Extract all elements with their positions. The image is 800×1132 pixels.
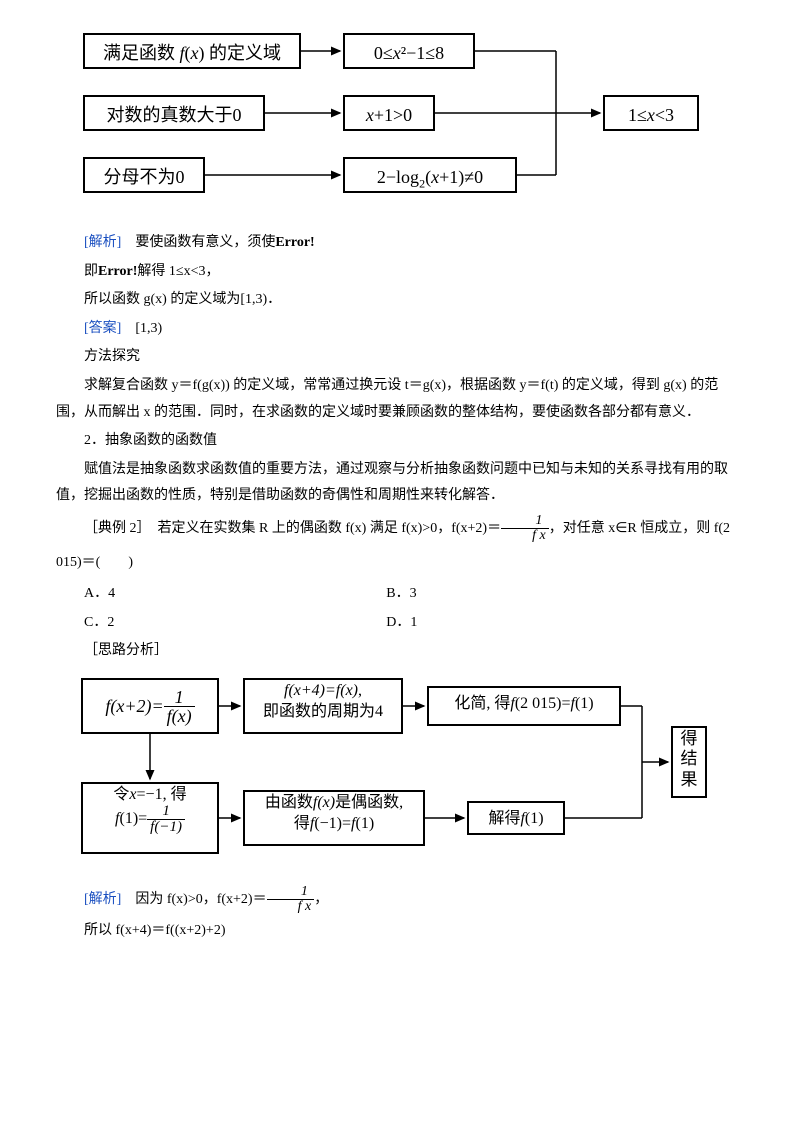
diagram-1: 满足函数 f(x) 的定义域 0≤x²−1≤8 对数的真数大于0 x+1>0 分…: [76, 26, 744, 216]
fangfa-body: 求解复合函数 y＝f(g(x)) 的定义域，常常通过换元设 t＝g(x)，根据函…: [56, 373, 744, 426]
jiexi-2-line2: 所以 f(x+4)＝f((x+2)+2): [56, 918, 744, 945]
jiexi-1: [解析] 要使函数有意义，须使Error!: [56, 230, 744, 257]
jiexi-2: [解析] 因为 f(x)>0，f(x+2)＝1f x，: [56, 885, 744, 916]
daan-label: [答案]: [84, 321, 121, 336]
jiexi-label-1: [解析]: [84, 235, 121, 250]
frac-1-over-fx-b: 1f x: [267, 885, 315, 914]
section2-body: 赋值法是抽象函数求函数值的重要方法，通过观察与分析抽象函数问题中已知与未知的关系…: [56, 457, 744, 510]
option-d: D．1: [386, 610, 716, 637]
options-row-1: A．4 B．3: [56, 581, 744, 608]
dianli-2: ［典例 2］ 若定义在实数集 R 上的偶函数 f(x) 满足 f(x)>0，f(…: [56, 512, 744, 579]
fangfa-title: 方法探究: [56, 344, 744, 371]
diagram-2: f(x+2)=1f(x) f(x+4)=f(x),即函数的周期为4 化简, 得f…: [76, 671, 744, 871]
frac-1-over-fx: 1f x: [501, 514, 549, 543]
options-row-2: C．2 D．1: [56, 610, 744, 637]
jiexi-1-line3: 所以函数 g(x) 的定义域为[1,3)．: [56, 287, 744, 314]
daan-1: [答案] [1,3): [56, 316, 744, 343]
jiexi-label-2: [解析]: [84, 892, 121, 907]
option-b: B．3: [386, 581, 716, 608]
diagram-1-svg: 满足函数 f(x) 的定义域 0≤x²−1≤8 对数的真数大于0 x+1>0 分…: [76, 26, 716, 216]
jiexi-1-line2: 即Error!解得 1≤x<3，: [56, 259, 744, 286]
diagram-2-svg: f(x+2)=1f(x) f(x+4)=f(x),即函数的周期为4 化简, 得f…: [76, 671, 716, 871]
option-a: A．4: [56, 581, 386, 608]
option-c: C．2: [56, 610, 386, 637]
silu-label: ［思路分析］: [56, 638, 744, 665]
section2-title: 2．抽象函数的函数值: [56, 428, 744, 455]
